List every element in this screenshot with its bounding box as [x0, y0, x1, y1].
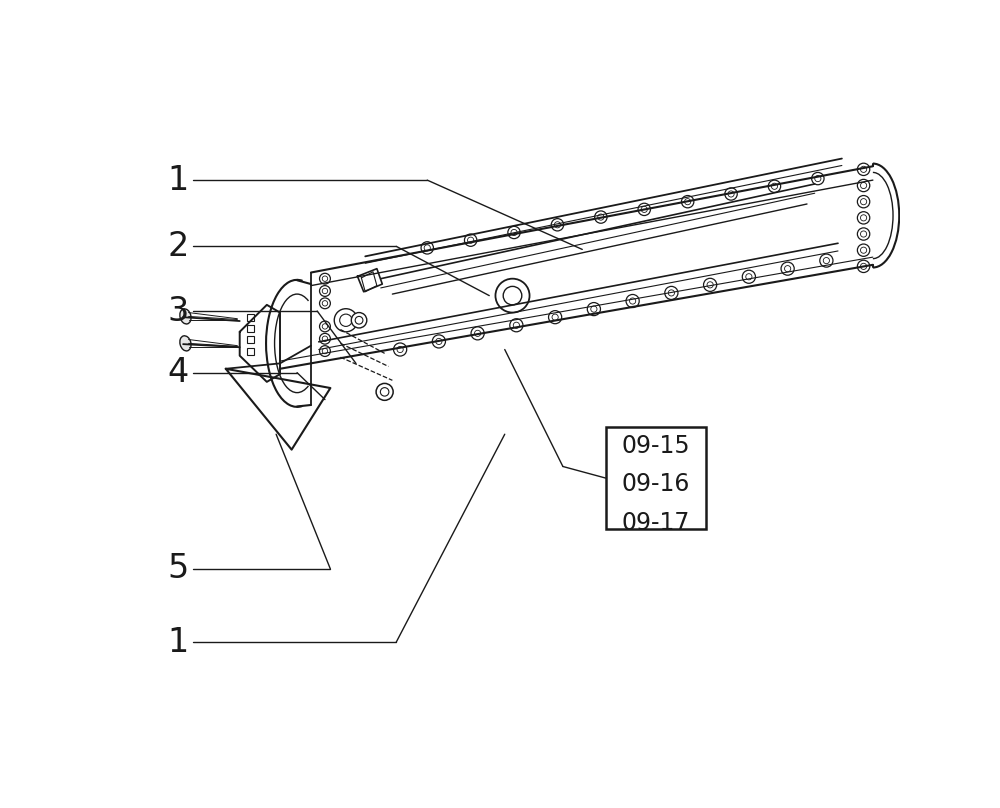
Circle shape: [812, 172, 824, 185]
Ellipse shape: [180, 336, 191, 351]
Circle shape: [857, 212, 870, 224]
Text: 5: 5: [168, 553, 189, 586]
Circle shape: [334, 309, 358, 332]
Circle shape: [638, 204, 650, 216]
Bar: [247, 314, 254, 321]
Circle shape: [725, 187, 737, 200]
Circle shape: [495, 279, 530, 313]
Circle shape: [320, 298, 330, 309]
Circle shape: [857, 260, 870, 272]
Circle shape: [394, 343, 407, 356]
Circle shape: [320, 334, 330, 344]
Circle shape: [665, 286, 678, 300]
Circle shape: [380, 388, 389, 396]
Circle shape: [549, 310, 562, 324]
Bar: [247, 336, 254, 343]
Bar: [247, 325, 254, 332]
Text: 09-17: 09-17: [622, 511, 690, 535]
Circle shape: [464, 234, 477, 246]
Circle shape: [781, 262, 794, 276]
Text: 4: 4: [168, 356, 189, 389]
Circle shape: [320, 273, 330, 284]
Circle shape: [320, 285, 330, 297]
Circle shape: [768, 180, 781, 192]
Circle shape: [355, 317, 363, 324]
Bar: [606, 427, 706, 529]
Text: 2: 2: [168, 229, 189, 263]
Circle shape: [508, 226, 520, 238]
Text: 09-16: 09-16: [622, 473, 690, 496]
Circle shape: [704, 278, 717, 292]
Circle shape: [857, 228, 870, 240]
Circle shape: [503, 286, 522, 305]
Circle shape: [351, 313, 367, 328]
Text: 3: 3: [168, 295, 189, 327]
Circle shape: [551, 219, 564, 231]
Text: 09-15: 09-15: [622, 434, 690, 458]
Circle shape: [510, 318, 523, 332]
Ellipse shape: [180, 309, 191, 324]
Circle shape: [471, 326, 484, 340]
Bar: [247, 348, 254, 355]
Circle shape: [857, 196, 870, 208]
Circle shape: [820, 254, 833, 267]
Circle shape: [626, 294, 639, 308]
Circle shape: [320, 346, 330, 356]
Circle shape: [857, 163, 870, 175]
Circle shape: [742, 270, 755, 284]
Circle shape: [421, 242, 433, 254]
Circle shape: [857, 244, 870, 256]
Circle shape: [320, 321, 330, 332]
Circle shape: [587, 302, 600, 316]
Circle shape: [376, 384, 393, 400]
Text: 1: 1: [168, 625, 189, 659]
Circle shape: [595, 211, 607, 223]
Circle shape: [857, 179, 870, 191]
Circle shape: [681, 196, 694, 208]
Circle shape: [432, 335, 445, 348]
Text: 1: 1: [168, 163, 189, 196]
Circle shape: [340, 314, 352, 326]
